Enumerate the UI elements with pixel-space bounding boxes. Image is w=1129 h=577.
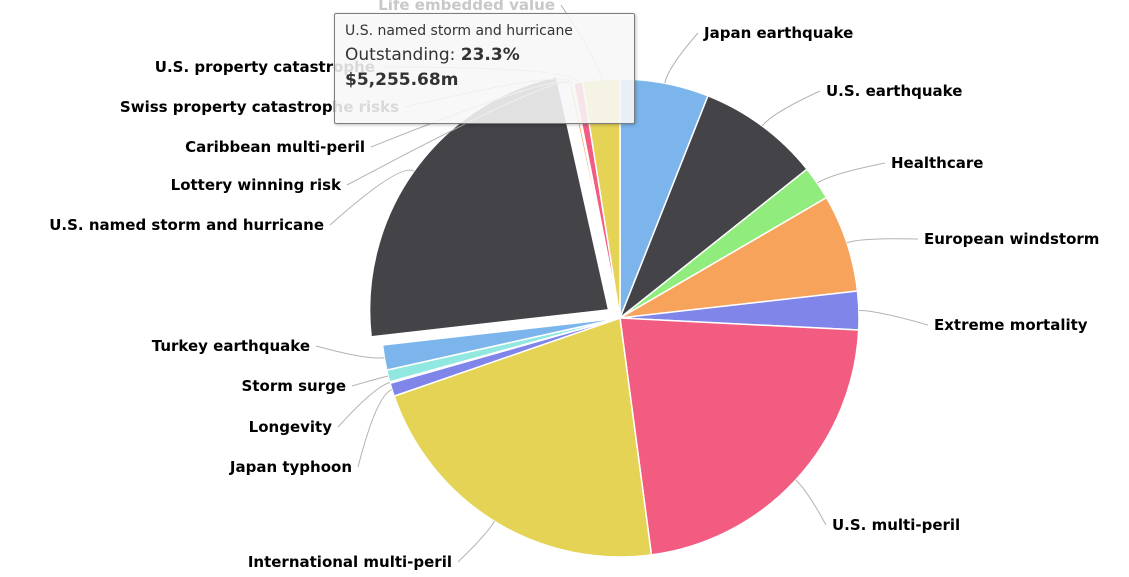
connector-u-s-named-storm-and-hurricane	[329, 169, 415, 226]
data-label-international-multi-peril: International multi-peril	[248, 553, 452, 571]
pie-slices	[368, 75, 860, 558]
data-label-u-s-earthquake: U.S. earthquake	[826, 82, 962, 100]
tooltip-metric-label: Outstanding:	[345, 45, 456, 65]
connector-u-s-earthquake	[761, 90, 821, 127]
connector-european-windstorm	[846, 238, 919, 244]
connector-u-s-multi-peril	[795, 479, 827, 526]
data-label-longevity: Longevity	[249, 418, 333, 436]
data-label-turkey-earthquake: Turkey earthquake	[152, 337, 310, 355]
data-label-life-embedded-value: Life embedded value	[378, 0, 555, 14]
pie-slice-turkey-earthquake[interactable]	[381, 317, 621, 372]
connector-japan-earthquake	[664, 32, 699, 84]
connector-international-multi-peril	[457, 521, 495, 563]
connector-storm-surge	[351, 375, 389, 387]
data-label-japan-earthquake: Japan earthquake	[703, 24, 853, 42]
data-label-lottery-winning-risk: Lottery winning risk	[171, 176, 342, 194]
data-label-healthcare: Healthcare	[891, 154, 983, 172]
chart-tooltip: U.S. named storm and hurricane Outstandi…	[334, 13, 635, 124]
data-label-extreme-mortality: Extreme mortality	[934, 316, 1088, 334]
tooltip-metric-row: Outstanding: 23.3%	[345, 43, 624, 68]
data-label-japan-typhoon: Japan typhoon	[229, 458, 352, 476]
tooltip-series-name: U.S. named storm and hurricane	[345, 23, 573, 39]
data-label-u-s-named-storm-and-hurricane: U.S. named storm and hurricane	[49, 216, 324, 234]
data-label-u-s-multi-peril: U.S. multi-peril	[832, 516, 960, 534]
data-label-u-s-property-catastrophe: U.S. property catastrophe	[155, 58, 375, 76]
tooltip-metric-value: 23.3%	[460, 45, 520, 65]
data-label-european-windstorm: European windstorm	[924, 230, 1099, 248]
data-labels: Japan earthquake U.S. earthquake Healthcar…	[49, 0, 1099, 571]
tooltip-amount: $5,255.68m	[345, 70, 459, 90]
connector-turkey-earthquake	[315, 345, 385, 359]
data-label-storm-surge: Storm surge	[242, 377, 346, 395]
connector-longevity	[337, 382, 391, 428]
connector-extreme-mortality	[858, 309, 929, 326]
connector-japan-typhoon	[357, 389, 393, 468]
connector-healthcare	[816, 162, 886, 184]
data-label-caribbean-multi-peril: Caribbean multi-peril	[185, 138, 365, 156]
data-label-swiss-property-catastrophe-risks: Swiss property catastrophe risks	[120, 98, 399, 116]
pie-slice-u-s-earthquake[interactable]	[618, 94, 809, 321]
